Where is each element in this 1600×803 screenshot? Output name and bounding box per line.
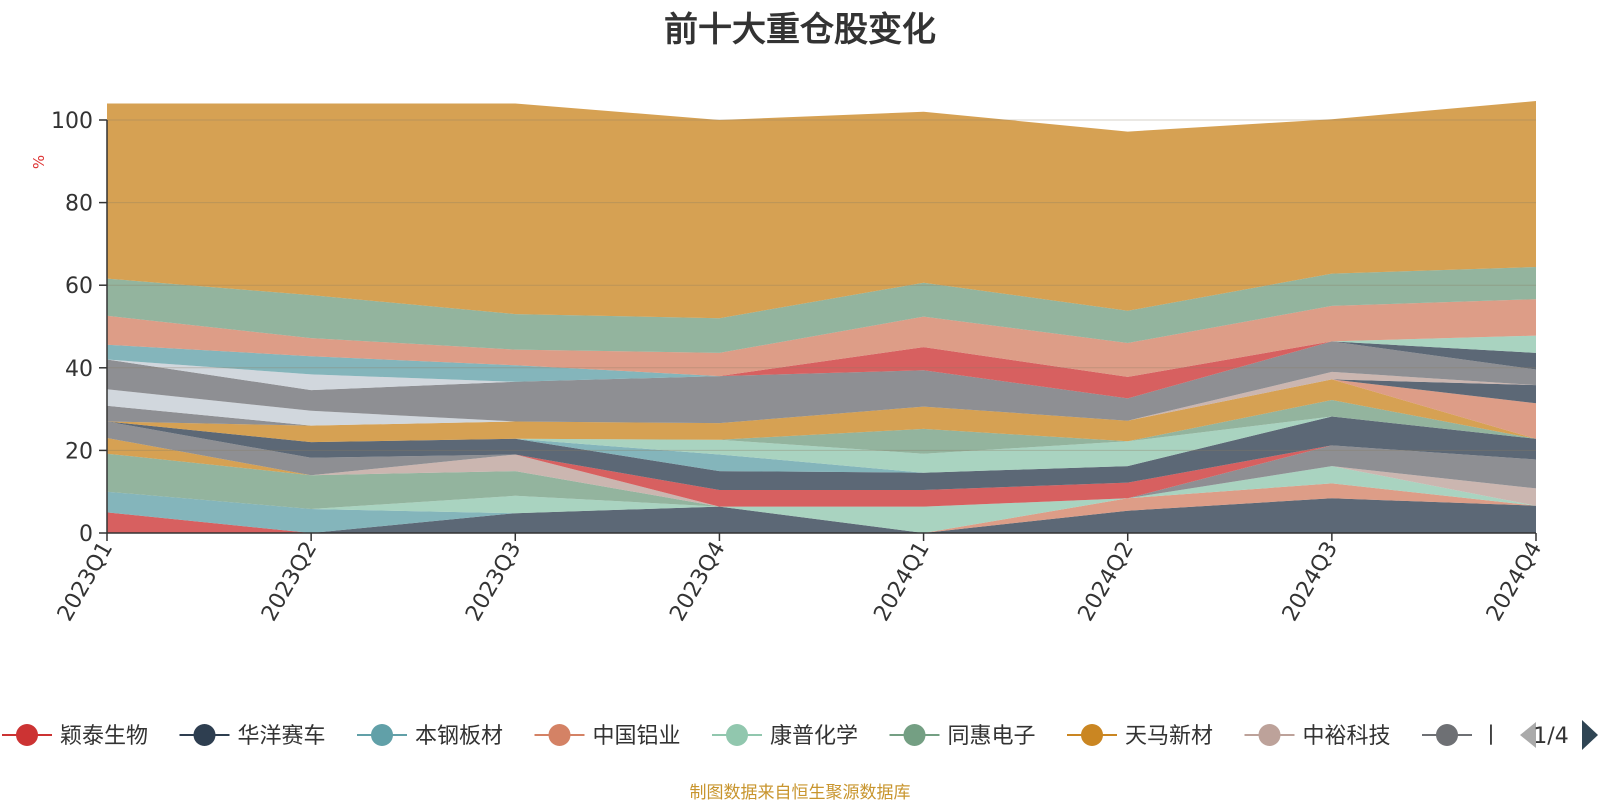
legend-item[interactable]: 华洋赛车 (179, 724, 326, 749)
legend-marker-icon (1258, 724, 1281, 746)
x-tick-label: 2024Q1 (869, 538, 934, 626)
legend-label: 康普化学 (770, 724, 858, 749)
area-series-23 (107, 341, 1536, 399)
x-tick-label: 2024Q4 (1482, 538, 1547, 626)
y-tick-label: 40 (65, 357, 93, 382)
legend-item[interactable]: 颖泰生物 (2, 724, 148, 749)
area-series-11 (107, 416, 1536, 490)
x-tick-label: 2024Q3 (1278, 538, 1343, 626)
area-series-21 (107, 341, 1536, 424)
y-axis-label: % (30, 155, 48, 169)
legend-label: 中国铝业 (593, 724, 681, 749)
chart-title: 前十大重仓股变化 (664, 10, 936, 50)
legend: 颖泰生物 华洋赛车 本钢板材 中国铝业 康普化学 同惠电子 天马新材 中裕科技 丨 1/4 (2, 720, 1598, 750)
legend-item[interactable]: 天马新材 (1067, 724, 1213, 749)
area-series-6 (107, 453, 1536, 509)
area-series-4 (107, 483, 1536, 533)
area-series-25 (107, 341, 1536, 399)
y-tick-label: 100 (51, 109, 93, 134)
area-series-29 (107, 101, 1536, 319)
y-tick-label: 0 (79, 522, 93, 547)
legend-marker-icon (548, 724, 571, 746)
legend-label: 丨 (1480, 724, 1502, 749)
area-series-27 (107, 299, 1536, 377)
area-series-28 (107, 267, 1536, 353)
legend-label: 天马新材 (1125, 724, 1213, 749)
area-series-14 (107, 400, 1536, 454)
x-tick-label: 2023Q1 (53, 538, 118, 626)
area-series-17 (107, 379, 1536, 426)
area-series-24 (107, 341, 1536, 399)
area-series-8 (107, 438, 1536, 507)
area-series-13 (107, 416, 1536, 473)
legend-item[interactable]: 中裕科技 (1244, 724, 1391, 749)
area-series-10 (107, 421, 1536, 507)
area-series-1 (107, 512, 1536, 533)
area-series-26 (107, 335, 1536, 377)
legend-marker-icon (726, 724, 748, 746)
legend-marker-icon (193, 724, 216, 746)
legend-item[interactable]: 本钢板材 (357, 724, 503, 749)
legend-item[interactable]: 丨 (1422, 724, 1502, 749)
x-tick-label: 2023Q2 (257, 538, 322, 626)
x-tick-label: 2024Q2 (1074, 538, 1139, 626)
area-series-5 (107, 466, 1536, 533)
legend-marker-icon (371, 724, 393, 746)
area-series-3 (107, 491, 1536, 533)
legend-marker-icon (1081, 724, 1103, 746)
area-series-20 (107, 371, 1536, 424)
y-tick-label: 80 (65, 192, 93, 217)
y-tick-label: 20 (65, 439, 93, 464)
x-tick-label: 2023Q4 (665, 538, 730, 626)
legend-label: 华洋赛车 (238, 724, 326, 749)
legend-label: 本钢板材 (415, 724, 503, 749)
area-series-2 (107, 498, 1536, 533)
legend-label: 颖泰生物 (60, 724, 148, 749)
area-series-19 (107, 379, 1536, 424)
data-source-note: 制图数据来自恒生聚源数据库 (689, 783, 911, 803)
legend-item[interactable]: 同惠电子 (889, 724, 1036, 749)
legend-label: 同惠电子 (948, 724, 1036, 749)
x-tick-label: 2023Q3 (461, 538, 526, 626)
legend-page-indicator: 1/4 (1533, 724, 1568, 749)
legend-marker-icon (1436, 724, 1458, 746)
legend-item[interactable]: 中国铝业 (534, 724, 681, 749)
area-series-15 (107, 379, 1536, 443)
legend-label: 中裕科技 (1303, 724, 1391, 749)
legend-next-page-icon[interactable] (1582, 720, 1598, 750)
area-series (107, 101, 1536, 533)
legend-item[interactable]: 康普化学 (712, 724, 858, 749)
legend-prev-page-icon[interactable] (1520, 722, 1536, 748)
y-tick-label: 60 (65, 274, 93, 299)
legend-marker-icon (16, 724, 38, 746)
area-series-9 (107, 421, 1536, 507)
legend-marker-icon (903, 724, 926, 746)
